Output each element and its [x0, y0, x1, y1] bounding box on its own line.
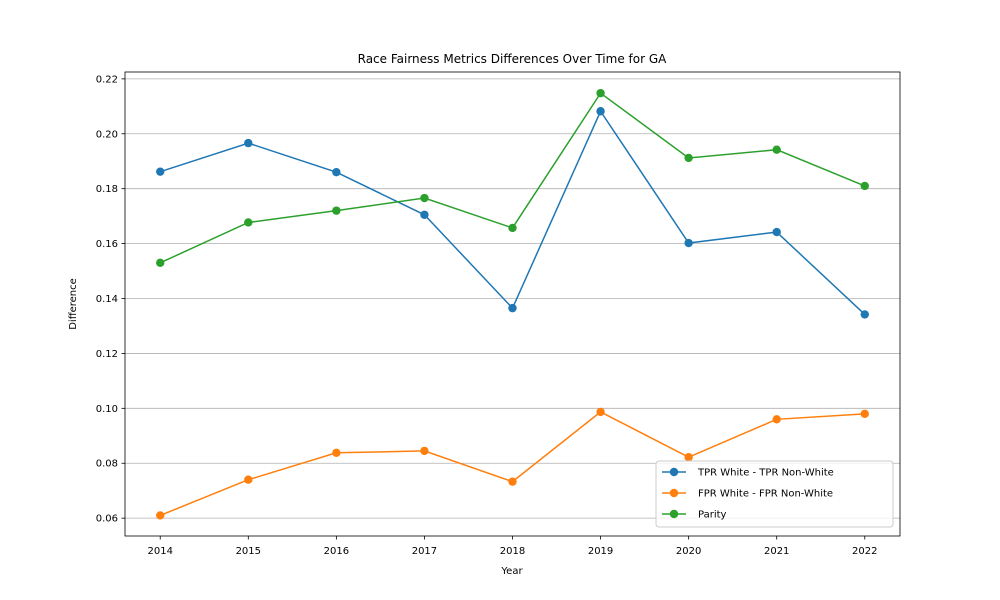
x-tick-label: 2022 — [852, 546, 877, 557]
data-point — [596, 88, 605, 98]
x-axis-label: Year — [500, 566, 523, 577]
x-tick-label: 2019 — [588, 546, 613, 557]
legend-item: Parity — [662, 510, 727, 521]
data-point — [684, 238, 693, 248]
y-tick-label: 0.10 — [96, 404, 118, 415]
x-tick-label: 2014 — [148, 546, 173, 557]
data-point — [156, 167, 165, 176]
data-point — [244, 138, 253, 148]
y-axis-label: Difference — [68, 278, 79, 330]
y-tick-label: 0.22 — [96, 74, 118, 85]
x-tick-label: 2021 — [764, 546, 789, 557]
series-3 — [156, 88, 869, 268]
series-2 — [156, 407, 869, 520]
y-tick-label: 0.06 — [96, 514, 118, 525]
x-axis: 2014 2015 2016 2017 2018 2019 2020 2021 2022 — [148, 536, 877, 557]
x-tick-label: 2016 — [324, 546, 349, 557]
y-axis: 0.06 0.08 0.10 0.12 0.14 0.16 0.18 0.20 0.22 — [96, 74, 125, 525]
data-point — [596, 107, 605, 116]
data-point — [332, 168, 341, 177]
data-point — [420, 193, 429, 203]
data-point — [596, 407, 605, 417]
series-lines — [156, 88, 869, 520]
y-tick-label: 0.20 — [96, 129, 118, 140]
chart-title: Race Fairness Metrics Differences Over T… — [358, 52, 668, 66]
data-point — [508, 477, 517, 486]
legend-label: FPR White - FPR Non-White — [698, 489, 833, 500]
data-point — [244, 218, 253, 227]
data-point — [508, 223, 517, 233]
data-point — [772, 415, 781, 424]
x-tick-label: 2015 — [236, 546, 261, 557]
y-tick-label: 0.14 — [96, 294, 118, 305]
data-point — [420, 210, 429, 219]
data-point — [156, 258, 165, 268]
data-point — [508, 303, 517, 313]
data-point — [332, 206, 341, 215]
legend-item: TPR White - TPR Non-White — [662, 468, 834, 479]
data-point — [684, 153, 693, 163]
y-tick-label: 0.12 — [96, 349, 118, 360]
x-tick-label: 2018 — [500, 546, 525, 557]
data-point — [244, 475, 253, 484]
series-1 — [156, 107, 869, 319]
legend-item: FPR White - FPR Non-White — [662, 489, 833, 500]
x-tick-label: 2017 — [412, 546, 437, 557]
data-point — [684, 453, 693, 462]
gridlines — [125, 78, 900, 519]
y-tick-label: 0.08 — [96, 459, 118, 470]
data-point — [420, 446, 429, 456]
data-point — [860, 181, 869, 191]
legend: TPR White - TPR Non-White FPR White - FPR… — [655, 460, 894, 528]
legend-label: TPR White - TPR Non-White — [697, 468, 834, 479]
data-point — [772, 227, 781, 237]
legend-box — [655, 460, 894, 528]
data-point — [156, 511, 165, 520]
data-point — [860, 409, 869, 419]
y-tick-label: 0.18 — [96, 184, 118, 195]
legend-label: Parity — [698, 510, 727, 521]
x-tick-label: 2020 — [676, 546, 701, 557]
data-point — [772, 145, 781, 154]
legend-marker — [669, 509, 679, 519]
legend-marker — [669, 488, 679, 498]
y-tick-label: 0.16 — [96, 239, 118, 250]
data-point — [332, 448, 341, 458]
legend-marker — [669, 467, 679, 477]
data-point — [860, 310, 869, 319]
